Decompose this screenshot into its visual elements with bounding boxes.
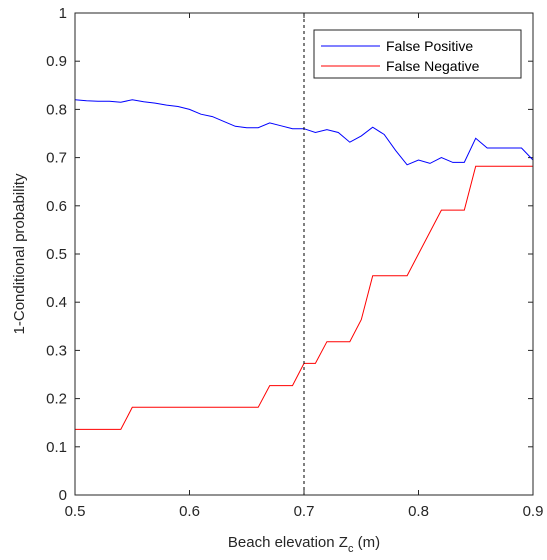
y-tick-label: 0.4 [46,294,67,311]
y-tick-label: 0.8 [46,101,67,118]
y-tick-label: 0.5 [46,246,67,263]
x-axis-title-main: Beach elevation Z [228,534,348,551]
y-tick-label: 0 [59,487,67,504]
x-tick-label: 0.8 [408,503,429,520]
y-axis-title: 1-Conditional probability [11,173,28,334]
legend: False Positive False Negative [313,29,522,79]
legend-label-false-positive: False Positive [386,38,473,54]
y-tick-label: 0.2 [46,391,67,408]
x-tick-label: 0.7 [294,503,315,520]
x-axis-title-unit: (m) [353,534,380,551]
y-tick-label: 0.6 [46,198,67,215]
plot-frame [74,12,534,496]
x-tick-label: 0.9 [523,503,544,520]
x-tick-label: 0.5 [65,503,86,520]
y-tick-label: 0.9 [46,53,67,70]
legend-box [313,29,522,79]
x-axis-title-subscript: c [348,543,354,555]
y-tick-label: 0.7 [46,150,67,167]
x-tick-label: 0.6 [179,503,200,520]
y-tick-label: 0.3 [46,342,67,359]
x-axis-title: Beach elevation Zc (m) [228,534,380,555]
y-tick-label: 0.1 [46,439,67,456]
tick-labels: 0.5 0.6 0.7 0.8 0.9 0 0.1 0.2 0.3 0.4 0.5 0.6 0.7 0.8… [46,5,543,520]
series-line-false-negative [75,165,533,430]
legend-label-false-negative: False Negative [386,58,480,74]
y-tick-label: 1 [59,5,67,22]
